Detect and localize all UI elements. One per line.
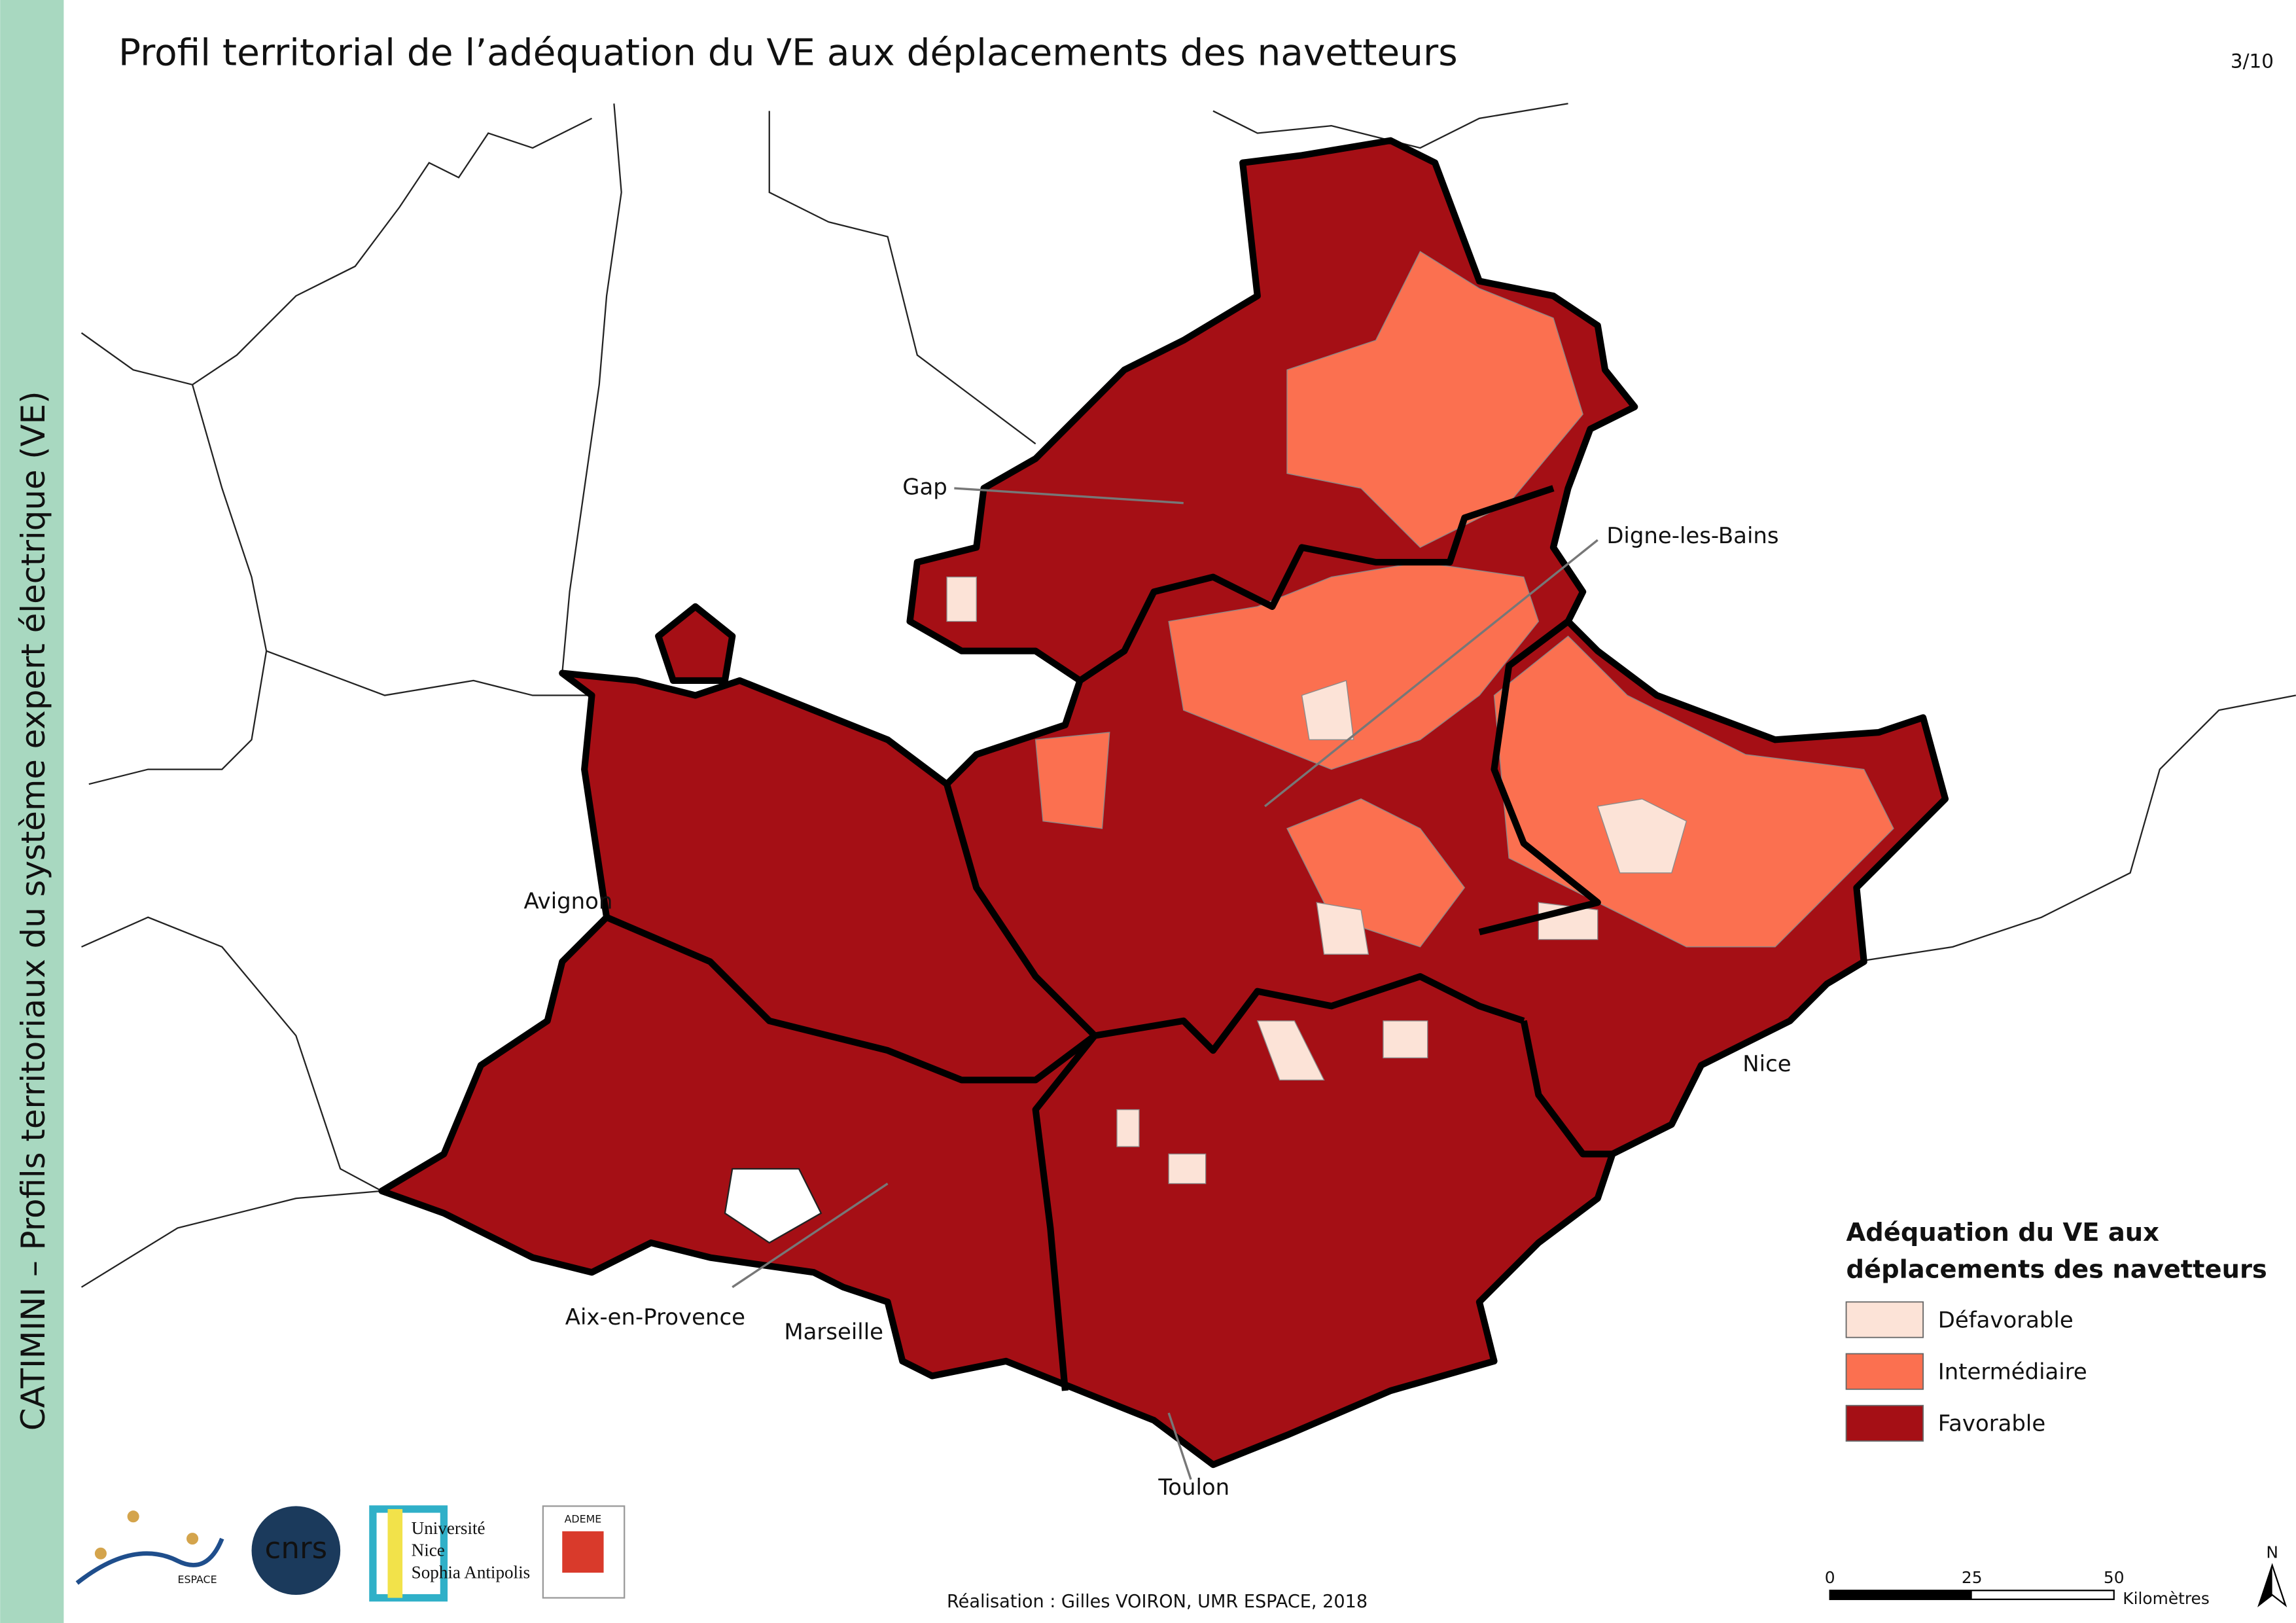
scale-bar: 0 25 50 Kilomètres <box>1825 1568 2210 1608</box>
scale-unit: Kilomètres <box>2123 1589 2210 1608</box>
city-label: Digne-les-Bains <box>1606 523 1778 548</box>
logo-text: Sophia Antipolis <box>412 1563 531 1582</box>
map <box>378 137 1949 1469</box>
credit: Réalisation : Gilles VOIRON, UMR ESPACE,… <box>947 1592 1368 1612</box>
legend-title: Adéquation du VE aux <box>1846 1218 2160 1247</box>
intermediate-areas <box>1034 251 1894 948</box>
logo-text: Nice <box>412 1541 445 1560</box>
sidebar-text: CATIMINI – Profils territoriaux du systè… <box>14 391 52 1431</box>
city-label: Aix-en-Provence <box>565 1304 745 1330</box>
logo-text: Université <box>412 1518 486 1538</box>
city-label: Nice <box>1742 1051 1791 1077</box>
etang-de-berre <box>724 1168 822 1244</box>
legend-title: déplacements des navetteurs <box>1846 1255 2267 1284</box>
logo-text: cnrs <box>265 1531 328 1565</box>
legend-items: Défavorable Intermédiaire Favorable <box>1845 1301 2087 1442</box>
title: Profil territorial de l’adéquation du VE… <box>118 31 1458 74</box>
legend-label: Intermédiaire <box>1938 1359 2087 1384</box>
legend-label: Défavorable <box>1938 1307 2074 1332</box>
page-number: 3/10 <box>2231 50 2274 72</box>
north-label: N <box>2266 1543 2278 1562</box>
logo-text: ESPACE <box>177 1573 217 1586</box>
legend-swatch <box>1845 1404 1924 1442</box>
legend-swatch <box>1845 1301 1924 1338</box>
scale-label: 50 <box>2104 1568 2125 1587</box>
city-label: Gap <box>902 474 947 500</box>
department-borders <box>378 137 1949 1469</box>
scale-label: 25 <box>1962 1568 1983 1587</box>
unfavourable-areas <box>946 576 1687 1185</box>
north-arrow: N <box>2257 1543 2287 1608</box>
logos: ESPACE cnrs Université Nice Sophia Antip… <box>75 1505 626 1602</box>
city-labels: Gap Digne-les-Bains Avignon Nice Aix-en-… <box>523 474 1791 1500</box>
city-label: Toulon <box>1157 1474 1229 1500</box>
legend: Adéquation du VE aux déplacements des na… <box>1845 1218 2267 1442</box>
legend-swatch <box>1845 1353 1924 1390</box>
logo-text: ADEME <box>565 1512 602 1525</box>
city-label: Marseille <box>784 1319 883 1344</box>
city-label: Avignon <box>523 889 612 914</box>
sidebar <box>0 0 64 1623</box>
scale-label: 0 <box>1825 1568 1835 1587</box>
neighbour-borders <box>80 103 2296 1288</box>
legend-label: Favorable <box>1938 1411 2046 1436</box>
